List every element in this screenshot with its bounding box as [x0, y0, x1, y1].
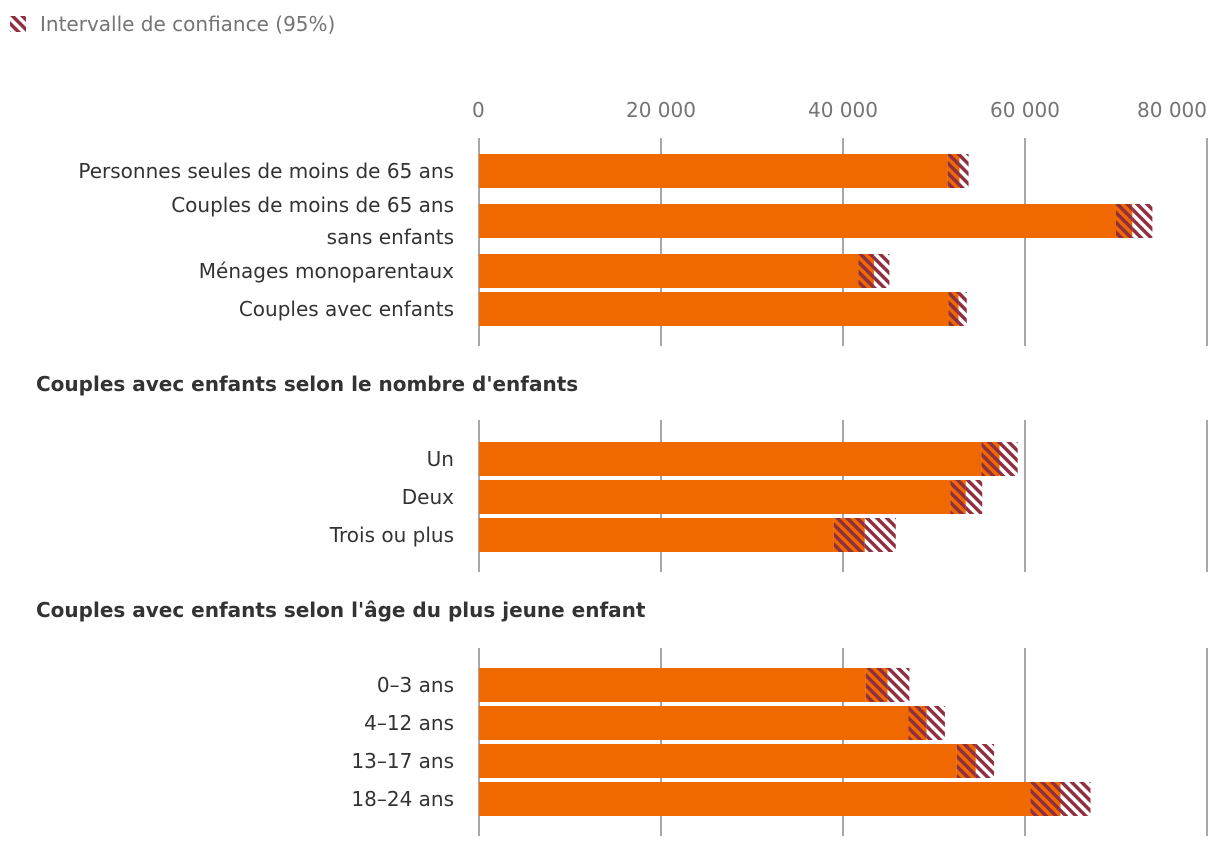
bar	[479, 744, 957, 778]
group-title: Couples avec enfants selon le nombre d'e…	[36, 372, 578, 396]
ci-lower	[1030, 782, 1061, 816]
ci-upper	[975, 744, 995, 778]
ci-upper	[958, 292, 967, 326]
bar	[479, 154, 948, 188]
category-label: Ménages monoparentaux	[199, 259, 454, 283]
ci-lower	[950, 480, 966, 514]
bar	[479, 518, 834, 552]
ci-lower	[956, 744, 976, 778]
x-tick-label: 80 000	[1137, 98, 1207, 122]
ci-upper	[999, 442, 1018, 476]
legend: Intervalle de confiance (95%)	[10, 12, 335, 36]
ci-upper	[1132, 204, 1153, 238]
category-label: Personnes seules de moins de 65 ans	[78, 159, 454, 183]
bar	[479, 204, 1116, 238]
bar	[479, 442, 982, 476]
ci-lower	[833, 518, 865, 552]
category-label: 13–17 ans	[351, 749, 454, 773]
ci-lower	[858, 254, 874, 288]
ci-lower	[981, 442, 1000, 476]
category-label: Trois ou plus	[329, 523, 454, 547]
category-label: Deux	[402, 485, 454, 509]
ci-upper	[959, 154, 969, 188]
x-tick-label: 40 000	[808, 98, 878, 122]
legend-label: Intervalle de confiance (95%)	[40, 12, 336, 36]
ci-upper	[887, 668, 910, 702]
category-label: 18–24 ans	[351, 787, 454, 811]
category-label: Couples de moins de 65 ans	[171, 193, 454, 217]
ci-lower	[865, 668, 888, 702]
ci-upper	[864, 518, 896, 552]
ci-upper	[965, 480, 983, 514]
ci-lower	[948, 292, 959, 326]
ci-lower	[1116, 204, 1133, 238]
category-label: Un	[427, 447, 454, 471]
category-label: 4–12 ans	[364, 711, 454, 735]
ci-upper	[873, 254, 890, 288]
bar	[479, 706, 909, 740]
hatched-swatch-icon	[10, 16, 26, 32]
ci-lower	[947, 154, 960, 188]
x-tick-label: 60 000	[990, 98, 1060, 122]
category-label: Couples avec enfants	[239, 297, 454, 321]
bar	[479, 668, 866, 702]
category-label: sans enfants	[327, 225, 454, 249]
ci-upper	[926, 706, 945, 740]
ci-lower	[908, 706, 927, 740]
bar	[479, 254, 859, 288]
bar	[479, 782, 1031, 816]
x-tick-label: 0	[472, 98, 485, 122]
category-label: 0–3 ans	[377, 673, 454, 697]
bar	[479, 480, 951, 514]
bar	[479, 292, 949, 326]
x-tick-label: 20 000	[626, 98, 696, 122]
ci-upper	[1060, 782, 1091, 816]
group-title: Couples avec enfants selon l'âge du plus…	[36, 598, 646, 622]
